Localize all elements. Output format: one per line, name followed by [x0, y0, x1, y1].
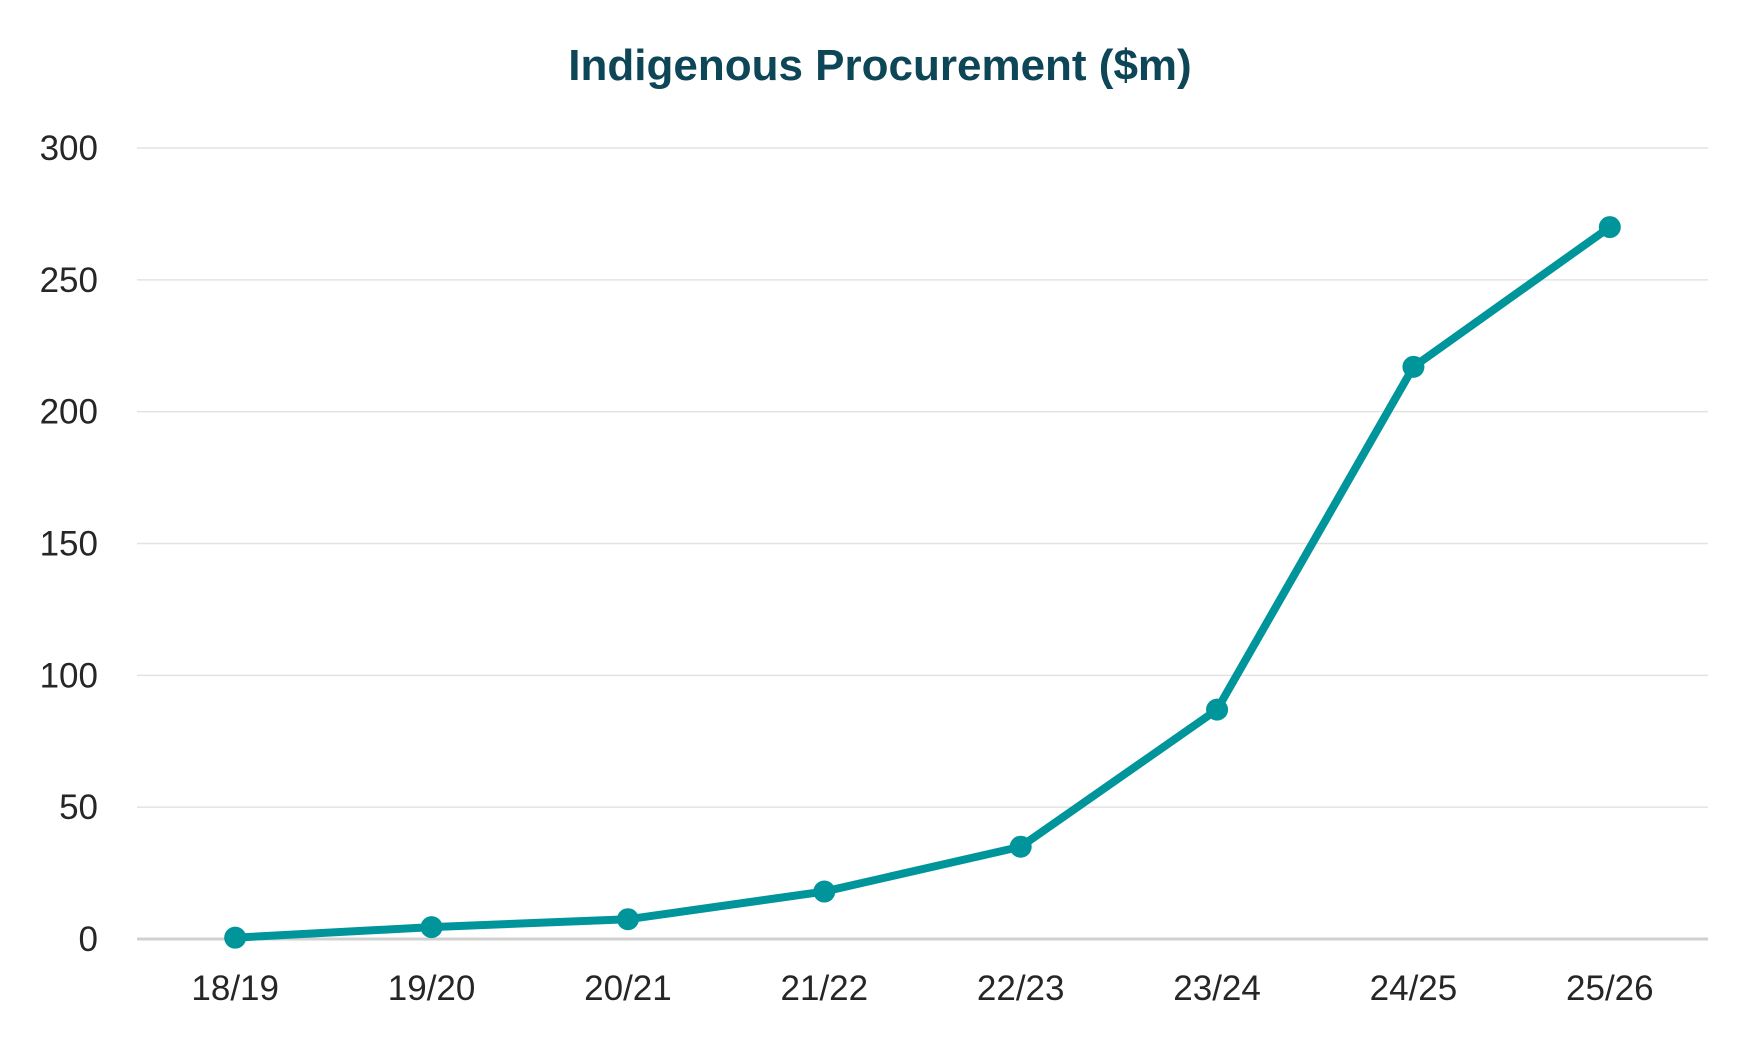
data-point: [813, 880, 836, 903]
y-tick-label: 150: [40, 525, 98, 564]
x-tick-label: 23/24: [1173, 969, 1261, 1008]
data-point: [224, 926, 247, 949]
data-point: [1598, 216, 1621, 239]
data-point: [1402, 355, 1425, 378]
x-tick-label: 25/26: [1566, 969, 1654, 1008]
x-tick-label: 22/23: [977, 969, 1065, 1008]
x-tick-label: 21/22: [781, 969, 869, 1008]
data-point: [420, 916, 443, 939]
data-point: [1206, 698, 1229, 721]
series-group: [224, 216, 1621, 949]
y-tick-label: 250: [40, 261, 98, 300]
series-line: [234, 223, 1613, 942]
y-tick-label: 50: [59, 788, 98, 827]
y-tick-label: 0: [79, 920, 98, 959]
y-tick-label: 200: [40, 393, 98, 432]
y-tick-label: 300: [40, 129, 98, 168]
data-point: [1009, 835, 1032, 858]
x-tick-label: 24/25: [1370, 969, 1458, 1008]
y-axis: 0 50 100 150 200 250 300: [40, 129, 98, 959]
data-point: [616, 908, 639, 931]
x-tick-label: 18/19: [191, 969, 279, 1008]
x-tick-label: 19/20: [388, 969, 476, 1008]
chart-title: Indigenous Procurement ($m): [568, 41, 1191, 90]
x-tick-label: 20/21: [584, 969, 672, 1008]
y-tick-label: 100: [40, 656, 98, 695]
x-axis: 18/19 19/20 20/21 21/22 22/23 23/24 24/25 25/26: [191, 969, 1653, 1008]
gridlines: [137, 147, 1708, 941]
